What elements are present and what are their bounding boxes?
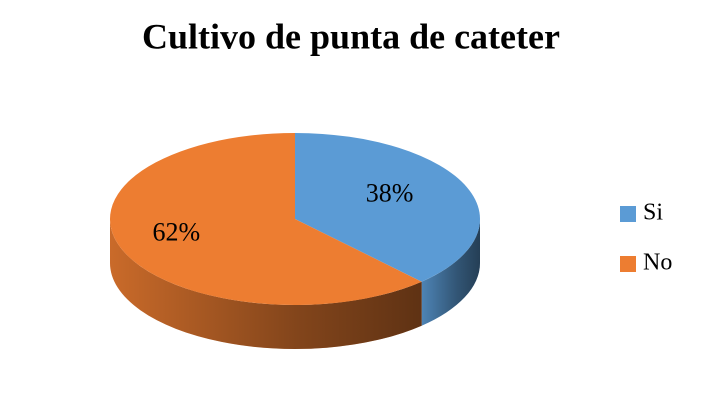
pie: 38% 62% xyxy=(110,133,481,349)
slice-side-shade xyxy=(421,219,480,326)
slice xyxy=(295,133,481,282)
legend-swatch xyxy=(620,256,636,272)
slice xyxy=(110,133,422,305)
chart-title: Cultivo de punta de cateter xyxy=(142,16,560,56)
data-label: 62% xyxy=(153,218,201,247)
legend: Si No xyxy=(620,200,672,276)
slice-side-shade xyxy=(110,219,422,349)
legend-swatch xyxy=(620,206,636,222)
legend-label: Si xyxy=(643,200,663,226)
legend-label: No xyxy=(643,250,672,276)
data-label: 38% xyxy=(366,178,414,207)
